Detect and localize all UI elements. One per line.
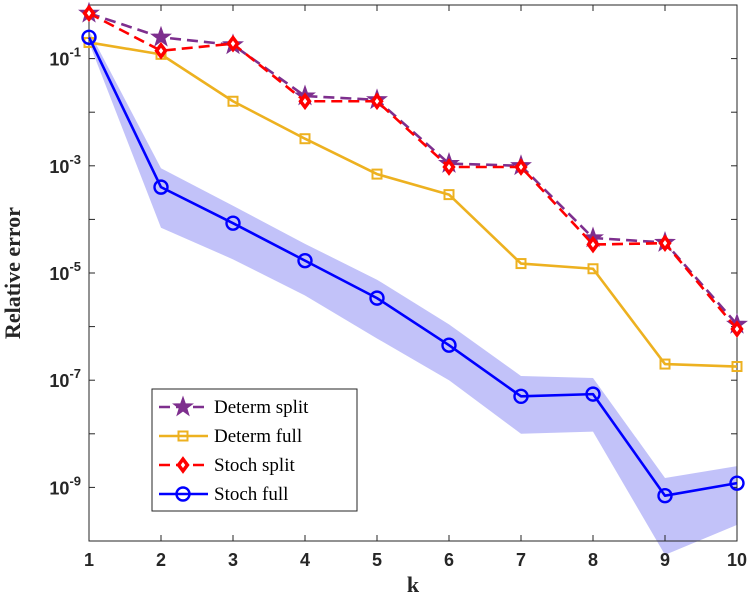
point-stoch-split-k2: [154, 41, 168, 60]
y-tick-label: 10-5: [49, 259, 81, 284]
y-tick-label: 10-7: [49, 366, 81, 391]
x-tick-label: 5: [372, 550, 382, 570]
point-stoch-split-k7-hole: [518, 163, 524, 170]
point-determ-full-k6: [443, 189, 455, 201]
series-layer: [78, 1, 748, 504]
legend-marker-determ-split: [172, 395, 194, 417]
legend-marker-determ-full: [177, 430, 189, 442]
point-determ-full-k5: [371, 168, 383, 180]
stoch-full-band: [89, 30, 737, 555]
legend-label-determ-split: Determ split: [214, 397, 309, 418]
point-determ-full-k7: [515, 258, 527, 270]
point-stoch-split-k5: [370, 92, 384, 111]
point-determ-full-k10: [731, 361, 743, 373]
point-stoch-split-k10: [730, 320, 744, 338]
y-tick-exponent: -5: [69, 259, 81, 274]
y-tick-base: 10: [49, 264, 69, 284]
series-stoch-full: [81, 29, 745, 504]
x-tick-label: 9: [660, 550, 670, 570]
x-tick-label: 8: [588, 550, 598, 570]
point-stoch-full-k1: [81, 29, 97, 45]
series-stoch-split: [82, 4, 744, 338]
y-tick-label: 10-9: [49, 473, 81, 498]
point-stoch-full-k7: [513, 388, 529, 405]
x-tick-label: 2: [156, 550, 166, 570]
point-stoch-split-k4: [298, 92, 312, 111]
series-determ-full: [83, 36, 743, 373]
point-stoch-split-k9: [658, 234, 672, 253]
x-tick-label: 10: [727, 550, 747, 570]
y-tick-base: 10: [49, 50, 69, 70]
point-determ-full-k9: [659, 358, 671, 370]
y-tick-exponent: -3: [69, 152, 81, 167]
series-line-stoch-split: [88, 12, 738, 330]
point-determ-full-k8: [587, 263, 599, 275]
point-stoch-split-k9-hole: [662, 240, 668, 247]
point-stoch-split-k4-hole: [302, 98, 308, 105]
legend-marker-stoch-split: [176, 456, 190, 474]
x-tick-label: 7: [516, 550, 526, 570]
x-tick-label: 4: [300, 550, 310, 570]
point-stoch-full-k4: [297, 252, 313, 269]
legend-label-determ-full: Determ full: [214, 426, 302, 447]
axes: 1 2 3 4 5 6 7 8 9 1010-110-310-510-710-9kRelative…: [0, 4, 747, 595]
y-tick-label: 10-1: [49, 45, 81, 70]
point-stoch-split-k10-hole: [734, 326, 740, 333]
point-stoch-full-k2: [153, 179, 169, 195]
point-stoch-split-k5-hole: [374, 98, 380, 105]
point-determ-full-k3: [227, 95, 239, 107]
point-stoch-split-k6: [442, 158, 456, 176]
legend-marker-stoch-full: [175, 486, 191, 502]
point-stoch-split-k3-hole: [230, 40, 236, 47]
point-determ-full-k4: [299, 133, 311, 145]
series-determ-split: [78, 1, 748, 334]
point-stoch-split-k7: [514, 158, 528, 176]
y-tick-exponent: -1: [69, 45, 81, 60]
y-axis-label: Relative error: [0, 207, 25, 339]
legend-marker-stoch-split-hole: [180, 462, 186, 468]
point-stoch-split-k6-hole: [446, 163, 452, 170]
point-stoch-full-k9: [657, 488, 673, 504]
series-line-stoch-full: [87, 36, 738, 498]
point-stoch-full-k10: [729, 475, 745, 491]
point-stoch-full-k6: [441, 337, 457, 353]
confidence-band-layer: [89, 30, 737, 555]
y-tick-exponent: -7: [69, 366, 81, 381]
point-stoch-split-k2-hole: [158, 47, 164, 54]
point-stoch-split-k3: [226, 34, 240, 53]
x-tick-label: 6: [444, 550, 454, 570]
point-stoch-split-k1-hole: [86, 10, 92, 17]
point-stoch-split-k1: [82, 4, 96, 23]
legend: Determ split Determ full Stoch split Stoch …: [151, 388, 358, 512]
point-determ-split-k2: [150, 25, 172, 47]
point-stoch-split-k8-hole: [590, 241, 596, 248]
y-tick-exponent: -9: [69, 473, 81, 488]
x-tick-label: 3: [228, 550, 238, 570]
legend-label-stoch-full: Stoch full: [214, 484, 288, 505]
point-stoch-full-k5: [369, 290, 385, 306]
series-line-determ-full: [88, 41, 738, 368]
legend-label-stoch-split: Stoch split: [214, 455, 295, 476]
y-tick-base: 10: [49, 371, 69, 391]
point-stoch-full-k3: [225, 215, 241, 231]
y-tick-label: 10-3: [49, 152, 81, 177]
point-stoch-full-k8: [585, 386, 601, 402]
point-stoch-split-k8: [586, 235, 600, 254]
series-line-determ-split: [88, 12, 738, 326]
y-tick-base: 10: [49, 157, 69, 177]
y-tick-base: 10: [49, 478, 69, 498]
x-axis-label: k: [407, 572, 420, 595]
x-tick-label: 1: [84, 550, 94, 570]
